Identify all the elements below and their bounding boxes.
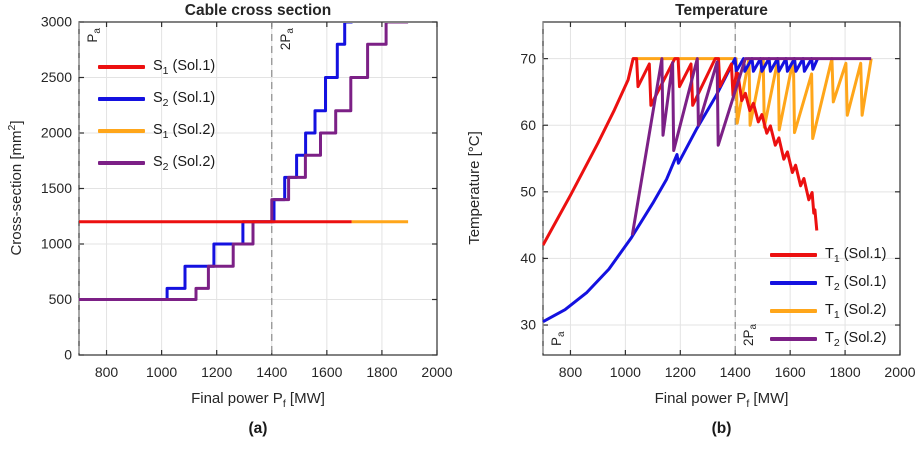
svg-text:800: 800 — [559, 364, 583, 380]
x-axis-label-b: Final power Pf [MW] — [654, 390, 789, 410]
svg-text:2500: 2500 — [41, 69, 72, 85]
legend-label: T2 (Sol.1) — [825, 273, 887, 293]
svg-text:50: 50 — [520, 184, 536, 200]
panel-b: 800 1000 1200 1400 1600 1800 2000 30 40 50 60 70 Pa 2… — [460, 0, 920, 451]
legend-item: S2 (Sol.2) — [98, 153, 215, 173]
legend-item: T2 (Sol.1) — [770, 273, 886, 293]
svg-text:1400: 1400 — [720, 364, 751, 380]
svg-text:3000: 3000 — [41, 14, 72, 30]
svg-text:1500: 1500 — [41, 180, 72, 196]
legend-label: S1 (Sol.2) — [153, 121, 216, 141]
legend-label: S2 (Sol.2) — [153, 153, 216, 173]
svg-text:2Pa: 2Pa — [278, 28, 296, 51]
legend-line-swatch — [770, 253, 817, 257]
svg-text:1600: 1600 — [311, 364, 342, 380]
svg-text:2Pa: 2Pa — [741, 323, 759, 346]
svg-text:1200: 1200 — [665, 364, 696, 380]
legend-line-swatch — [770, 281, 817, 285]
legend-line-swatch — [98, 161, 145, 165]
legend-a: S1 (Sol.1) S2 (Sol.1) S1 (Sol.2) S2 (Sol.2) — [98, 57, 215, 185]
legend-item: S1 (Sol.1) — [98, 57, 215, 77]
svg-text:40: 40 — [520, 250, 536, 266]
subfigure-caption-a: (a) — [248, 420, 268, 437]
svg-text:1800: 1800 — [829, 364, 860, 380]
legend-item: S2 (Sol.1) — [98, 89, 215, 109]
legend-line-swatch — [770, 337, 817, 341]
chart-title-b: Temperature — [675, 2, 768, 19]
svg-text:Pa: Pa — [549, 331, 567, 346]
legend-label: S1 (Sol.1) — [153, 57, 216, 77]
y-axis-label-b: Temperature [°C] — [466, 131, 483, 245]
svg-text:1000: 1000 — [146, 364, 177, 380]
legend-item: S1 (Sol.2) — [98, 121, 215, 141]
chart-title-a: Cable cross section — [184, 2, 332, 19]
svg-text:1800: 1800 — [366, 364, 397, 380]
svg-text:1000: 1000 — [41, 236, 72, 252]
legend-line-swatch — [770, 309, 817, 313]
svg-text:800: 800 — [95, 364, 119, 380]
svg-text:1400: 1400 — [256, 364, 287, 380]
legend-label: S2 (Sol.1) — [153, 89, 216, 109]
svg-text:Pa: Pa — [85, 28, 103, 43]
svg-text:2000: 2000 — [421, 364, 452, 380]
svg-text:30: 30 — [520, 317, 536, 333]
svg-text:2000: 2000 — [884, 364, 915, 380]
cross-section-chart: 800 1000 1200 1400 1600 1800 2000 0 500 1000 1500 2… — [41, 14, 453, 380]
legend-line-swatch — [98, 129, 145, 133]
svg-text:500: 500 — [49, 291, 73, 307]
legend-b: T1 (Sol.1) T2 (Sol.1) T1 (Sol.2) T2 (Sol.2) — [770, 245, 886, 357]
svg-text:1200: 1200 — [201, 364, 232, 380]
legend-item: T1 (Sol.1) — [770, 245, 886, 265]
svg-text:60: 60 — [520, 117, 536, 133]
legend-line-swatch — [98, 65, 145, 69]
legend-item: T1 (Sol.2) — [770, 301, 886, 321]
legend-label: T1 (Sol.1) — [825, 245, 887, 265]
legend-line-swatch — [98, 97, 145, 101]
panel-a: 800 1000 1200 1400 1600 1800 2000 0 500 1000 1500 2… — [6, 2, 453, 437]
x-axis-label-a: Final power Pf [MW] — [191, 390, 325, 410]
svg-text:2000: 2000 — [41, 125, 72, 141]
svg-text:0: 0 — [64, 347, 72, 363]
legend-label: T2 (Sol.2) — [825, 329, 887, 349]
y-axis-label-a: Cross-section [mm2] — [6, 120, 25, 256]
svg-text:70: 70 — [520, 50, 536, 66]
temperature-chart: 800 1000 1200 1400 1600 1800 2000 30 40 50 60 70 Pa 2… — [520, 21, 916, 380]
legend-item: T2 (Sol.2) — [770, 329, 886, 349]
svg-text:1000: 1000 — [610, 364, 641, 380]
svg-text:1600: 1600 — [775, 364, 806, 380]
subfigure-caption-b: (b) — [711, 420, 732, 437]
legend-label: T1 (Sol.2) — [825, 301, 887, 321]
